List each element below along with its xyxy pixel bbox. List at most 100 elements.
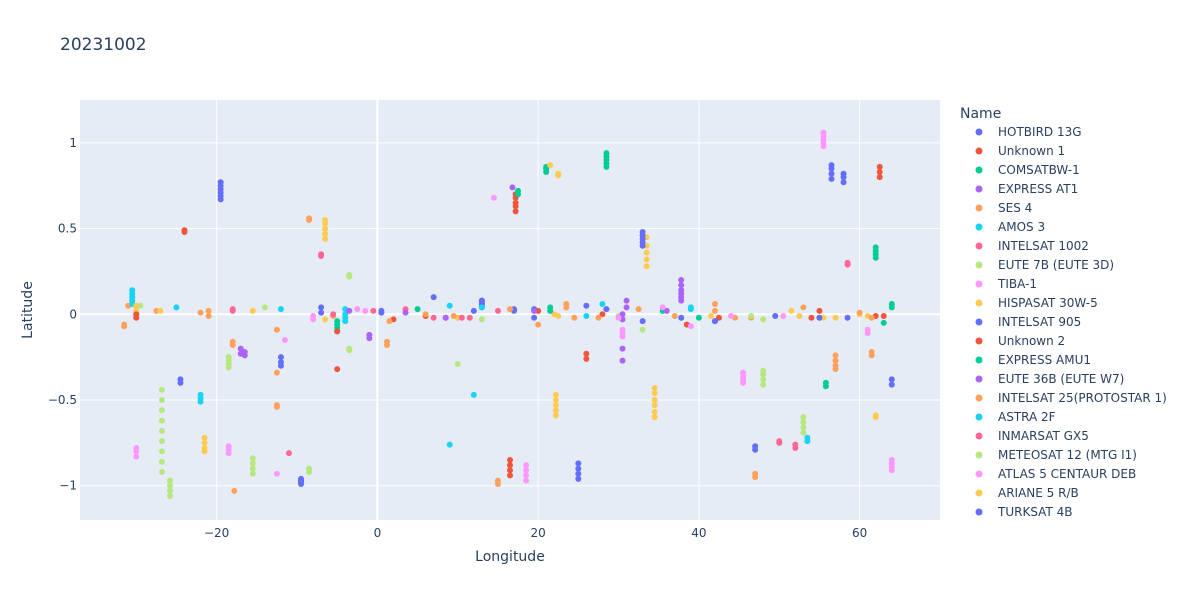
- data-point[interactable]: [512, 199, 519, 206]
- data-point[interactable]: [205, 313, 212, 319]
- data-point[interactable]: [386, 318, 393, 325]
- data-point[interactable]: [507, 472, 513, 479]
- data-point[interactable]: [241, 352, 248, 359]
- data-point[interactable]: [507, 462, 513, 469]
- data-point[interactable]: [687, 323, 694, 330]
- data-point[interactable]: [512, 208, 519, 215]
- data-point[interactable]: [384, 342, 391, 349]
- data-point[interactable]: [740, 379, 747, 386]
- data-point[interactable]: [651, 409, 658, 415]
- data-point[interactable]: [752, 474, 759, 481]
- data-point[interactable]: [547, 304, 554, 311]
- data-point[interactable]: [133, 453, 140, 460]
- data-point[interactable]: [133, 448, 140, 455]
- data-point[interactable]: [334, 366, 341, 373]
- legend-item[interactable]: INTELSAT 25(PROTOSTAR 1): [975, 391, 1167, 405]
- data-point[interactable]: [507, 306, 513, 313]
- data-point[interactable]: [868, 314, 875, 321]
- legend-item[interactable]: EUTE 7B (EUTE 3D): [975, 258, 1115, 272]
- data-point[interactable]: [678, 277, 685, 283]
- data-point[interactable]: [822, 383, 829, 390]
- legend-item[interactable]: INMARSAT GX5: [975, 429, 1089, 443]
- data-point[interactable]: [466, 314, 473, 321]
- data-point[interactable]: [844, 314, 851, 321]
- data-point[interactable]: [531, 314, 538, 321]
- data-point[interactable]: [237, 345, 244, 352]
- data-point[interactable]: [306, 215, 313, 222]
- data-point[interactable]: [575, 460, 582, 467]
- data-point[interactable]: [322, 316, 329, 323]
- data-point[interactable]: [575, 475, 582, 482]
- data-point[interactable]: [876, 163, 883, 170]
- data-point[interactable]: [478, 316, 485, 323]
- data-point[interactable]: [342, 318, 349, 325]
- data-point[interactable]: [619, 311, 626, 318]
- data-point[interactable]: [599, 311, 606, 318]
- data-point[interactable]: [651, 397, 658, 403]
- data-point[interactable]: [133, 302, 140, 309]
- data-point[interactable]: [249, 470, 256, 477]
- data-point[interactable]: [872, 244, 879, 251]
- data-point[interactable]: [671, 313, 678, 319]
- data-point[interactable]: [197, 309, 204, 316]
- data-point[interactable]: [523, 477, 530, 484]
- data-point[interactable]: [547, 162, 554, 169]
- data-point[interactable]: [760, 371, 767, 378]
- data-point[interactable]: [362, 307, 369, 314]
- data-point[interactable]: [494, 307, 501, 314]
- data-point[interactable]: [563, 304, 570, 311]
- data-point[interactable]: [318, 304, 325, 311]
- data-point[interactable]: [229, 306, 236, 313]
- data-point[interactable]: [840, 170, 847, 177]
- data-point[interactable]: [531, 307, 538, 314]
- data-point[interactable]: [868, 352, 875, 359]
- data-point[interactable]: [285, 450, 292, 457]
- legend-item[interactable]: ATLAS 5 CENTAUR DEB: [975, 467, 1137, 481]
- data-point[interactable]: [158, 397, 165, 403]
- data-point[interactable]: [273, 326, 280, 333]
- data-point[interactable]: [844, 259, 851, 266]
- data-point[interactable]: [651, 402, 658, 409]
- data-point[interactable]: [225, 364, 232, 371]
- data-point[interactable]: [615, 314, 622, 321]
- data-point[interactable]: [583, 313, 590, 319]
- legend-item[interactable]: TIBA-1: [975, 277, 1038, 291]
- data-point[interactable]: [651, 390, 658, 397]
- data-point[interactable]: [711, 301, 718, 307]
- data-point[interactable]: [158, 407, 165, 414]
- legend-item[interactable]: COMSATBW-1: [975, 163, 1080, 177]
- data-point[interactable]: [552, 391, 559, 398]
- legend-item[interactable]: ARIANE 5 R/B: [975, 486, 1079, 500]
- data-point[interactable]: [346, 307, 353, 314]
- data-point[interactable]: [552, 412, 559, 419]
- data-point[interactable]: [249, 307, 256, 314]
- data-point[interactable]: [310, 316, 317, 323]
- data-point[interactable]: [158, 448, 165, 455]
- data-point[interactable]: [458, 314, 465, 321]
- data-point[interactable]: [334, 328, 341, 335]
- data-point[interactable]: [167, 482, 174, 489]
- data-point[interactable]: [800, 424, 807, 431]
- data-point[interactable]: [158, 469, 165, 475]
- data-point[interactable]: [414, 306, 421, 313]
- data-point[interactable]: [378, 307, 385, 314]
- data-point[interactable]: [494, 481, 501, 487]
- legend-item[interactable]: ASTRA 2F: [975, 410, 1056, 424]
- data-point[interactable]: [728, 313, 735, 319]
- data-point[interactable]: [181, 227, 188, 234]
- legend-item[interactable]: EXPRESS AT1: [975, 182, 1079, 196]
- data-point[interactable]: [430, 294, 437, 301]
- data-point[interactable]: [619, 357, 626, 364]
- data-point[interactable]: [583, 355, 590, 362]
- data-point[interactable]: [788, 307, 795, 314]
- data-point[interactable]: [872, 414, 879, 421]
- data-point[interactable]: [828, 175, 835, 182]
- data-point[interactable]: [322, 217, 329, 223]
- legend-item[interactable]: AMOS 3: [975, 220, 1046, 234]
- data-point[interactable]: [402, 309, 409, 316]
- data-point[interactable]: [695, 314, 702, 321]
- data-point[interactable]: [225, 450, 232, 457]
- data-point[interactable]: [523, 472, 530, 479]
- data-point[interactable]: [828, 162, 835, 169]
- data-point[interactable]: [792, 445, 799, 451]
